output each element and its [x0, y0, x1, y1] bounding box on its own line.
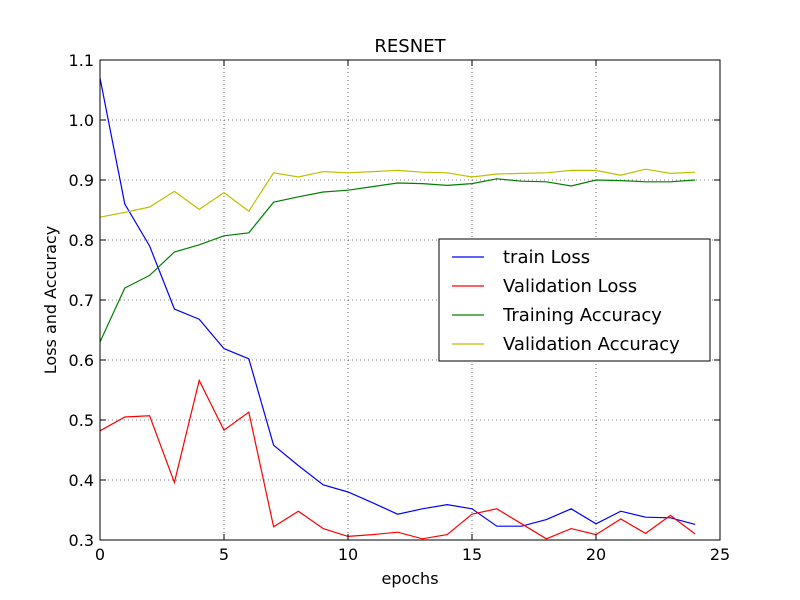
y-tick-label: 0.7: [69, 291, 94, 310]
series-line-validation-loss: [99, 378, 696, 540]
y-axis-ticks: 0.3 0.4 0.5 0.6 0.7 0.8 0.9 1.0 1.1: [69, 51, 720, 550]
legend-label-validation-accuracy: Validation Accuracy: [503, 334, 680, 355]
y-tick-label: 0.5: [69, 411, 94, 430]
x-tick-label: 25: [710, 545, 730, 564]
x-tick-label: 0: [95, 545, 105, 564]
x-tick-label: 5: [219, 545, 229, 564]
chart-title: RESNET: [374, 36, 446, 57]
series-line-train-loss: [99, 77, 696, 527]
legend-label-training-accuracy: Training Accuracy: [502, 305, 662, 326]
legend-label-train-loss: train Loss: [503, 247, 590, 268]
legend-label-validation-loss: Validation Loss: [503, 276, 637, 297]
x-tick-label: 20: [586, 545, 606, 564]
x-axis-ticks: 0 5 10 15 20 25: [95, 60, 730, 564]
y-tick-label: 0.8: [69, 231, 94, 250]
y-tick-label: 1.0: [69, 111, 94, 130]
series-line-training-accuracy: [99, 178, 696, 343]
y-tick-label: 0.6: [69, 351, 94, 370]
x-tick-label: 15: [462, 545, 482, 564]
x-axis-label: epochs: [381, 569, 438, 588]
y-tick-label: 0.9: [69, 171, 94, 190]
y-axis-label: Loss and Accuracy: [41, 226, 60, 374]
legend: train Loss Validation Loss Training Accura…: [438, 238, 711, 362]
series-group: [99, 77, 696, 540]
y-tick-label: 0.3: [69, 531, 94, 550]
x-tick-label: 10: [338, 545, 358, 564]
y-tick-label: 0.4: [69, 471, 94, 490]
series-line-validation-accuracy: [99, 168, 696, 218]
y-tick-label: 1.1: [69, 51, 94, 70]
legend-box: [438, 238, 711, 362]
